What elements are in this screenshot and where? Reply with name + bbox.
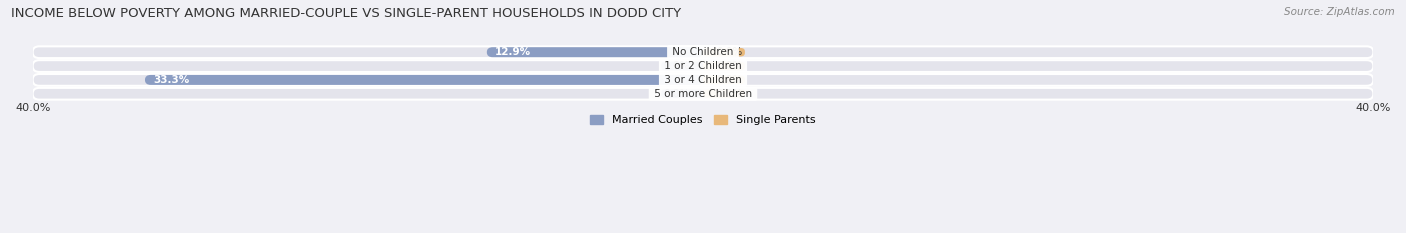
FancyBboxPatch shape (661, 62, 703, 70)
Text: 0.0%: 0.0% (717, 61, 742, 71)
FancyBboxPatch shape (703, 89, 745, 98)
Text: 1 or 2 Children: 1 or 2 Children (661, 61, 745, 71)
Text: 33.3%: 33.3% (153, 75, 190, 85)
FancyBboxPatch shape (661, 76, 703, 84)
Text: 0.0%: 0.0% (717, 47, 742, 57)
FancyBboxPatch shape (703, 62, 745, 70)
FancyBboxPatch shape (703, 48, 745, 56)
Text: 3 or 4 Children: 3 or 4 Children (661, 75, 745, 85)
Text: 0.0%: 0.0% (717, 89, 742, 99)
FancyBboxPatch shape (703, 76, 745, 84)
Text: 12.9%: 12.9% (495, 47, 531, 57)
Text: 0.0%: 0.0% (664, 89, 689, 99)
FancyBboxPatch shape (661, 48, 703, 56)
FancyBboxPatch shape (486, 47, 703, 57)
FancyBboxPatch shape (661, 89, 703, 98)
Text: Source: ZipAtlas.com: Source: ZipAtlas.com (1284, 7, 1395, 17)
FancyBboxPatch shape (32, 60, 1374, 72)
FancyBboxPatch shape (32, 74, 1374, 86)
Legend: Married Couples, Single Parents: Married Couples, Single Parents (586, 110, 820, 130)
Text: 5 or more Children: 5 or more Children (651, 89, 755, 99)
FancyBboxPatch shape (32, 88, 1374, 100)
Text: 0.0%: 0.0% (717, 75, 742, 85)
FancyBboxPatch shape (32, 46, 1374, 58)
Text: INCOME BELOW POVERTY AMONG MARRIED-COUPLE VS SINGLE-PARENT HOUSEHOLDS IN DODD CI: INCOME BELOW POVERTY AMONG MARRIED-COUPL… (11, 7, 682, 20)
Text: 0.0%: 0.0% (664, 61, 689, 71)
Text: No Children: No Children (669, 47, 737, 57)
FancyBboxPatch shape (145, 75, 703, 85)
